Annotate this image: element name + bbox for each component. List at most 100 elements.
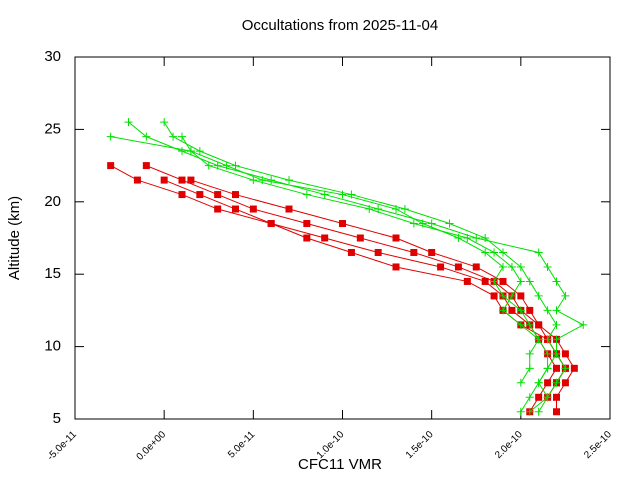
marker	[169, 132, 178, 141]
marker	[204, 161, 213, 170]
marker	[302, 190, 311, 199]
y-tick-label: 10	[44, 338, 61, 355]
series	[178, 132, 552, 416]
marker	[320, 190, 329, 199]
marker	[303, 234, 311, 242]
marker	[561, 364, 570, 373]
marker	[499, 248, 507, 257]
marker	[526, 306, 534, 314]
marker	[427, 219, 436, 228]
marker	[463, 234, 472, 242]
marker	[490, 248, 499, 257]
marker	[106, 132, 115, 141]
marker	[472, 234, 481, 242]
marker	[187, 176, 195, 184]
marker	[552, 277, 561, 286]
marker	[196, 191, 204, 199]
y-tick-label: 15	[44, 265, 61, 282]
marker	[543, 364, 552, 373]
marker	[579, 320, 588, 329]
marker	[124, 118, 133, 127]
marker	[214, 205, 222, 213]
marker	[481, 234, 490, 242]
marker	[499, 306, 507, 315]
series	[160, 118, 570, 416]
marker	[525, 349, 534, 358]
marker	[543, 306, 552, 315]
marker	[552, 335, 561, 344]
marker	[178, 132, 186, 141]
marker	[507, 262, 516, 271]
marker	[561, 291, 570, 300]
marker	[570, 364, 578, 372]
chart-title: Occultations from 2025-11-04	[242, 17, 439, 34]
marker	[409, 219, 418, 228]
marker	[249, 176, 258, 185]
marker	[553, 393, 560, 401]
marker	[232, 191, 239, 199]
series	[106, 132, 543, 387]
marker	[552, 320, 561, 329]
marker	[338, 190, 347, 199]
marker	[142, 132, 151, 141]
marker	[392, 263, 400, 271]
marker	[534, 335, 543, 344]
marker	[534, 407, 543, 416]
marker	[517, 292, 525, 300]
marker	[249, 205, 257, 213]
marker	[481, 277, 489, 285]
y-axis-label: Altitude (km)	[6, 196, 23, 280]
marker	[534, 378, 543, 387]
marker	[472, 263, 480, 271]
marker	[267, 220, 275, 228]
marker	[552, 349, 561, 358]
marker	[410, 248, 418, 256]
marker	[178, 191, 186, 199]
marker	[543, 262, 552, 271]
marker	[339, 220, 346, 228]
marker	[258, 176, 267, 185]
marker	[463, 277, 471, 285]
marker	[285, 205, 293, 213]
marker	[499, 262, 507, 271]
marker	[214, 191, 222, 199]
plot-frame	[74, 56, 611, 420]
marker	[552, 378, 561, 387]
marker	[445, 219, 454, 228]
marker	[347, 248, 355, 256]
marker	[454, 263, 462, 271]
marker	[553, 364, 560, 372]
marker	[535, 321, 543, 329]
y-tick-label: 5	[53, 410, 61, 427]
marker	[160, 176, 168, 184]
marker	[516, 320, 525, 329]
y-tick-label: 30	[44, 48, 61, 65]
marker	[178, 147, 186, 156]
marker	[267, 176, 276, 185]
y-tick-label: 20	[44, 193, 61, 210]
marker	[499, 277, 507, 285]
marker	[178, 176, 186, 184]
marker	[543, 393, 552, 402]
marker	[507, 291, 516, 300]
marker	[516, 262, 525, 271]
marker	[303, 220, 311, 228]
marker	[428, 248, 436, 256]
marker	[525, 320, 534, 329]
marker	[525, 407, 534, 416]
y-tick-label: 25	[44, 120, 61, 137]
marker	[365, 205, 374, 214]
marker	[561, 379, 569, 387]
marker	[195, 147, 204, 156]
marker	[525, 277, 534, 286]
x-axis-label: CFC11 VMR	[298, 456, 382, 473]
marker	[392, 205, 400, 214]
marker	[525, 393, 534, 402]
marker	[561, 350, 569, 358]
marker	[481, 248, 490, 257]
marker	[516, 277, 525, 286]
marker	[222, 161, 231, 170]
marker	[285, 176, 293, 185]
marker	[133, 176, 141, 184]
